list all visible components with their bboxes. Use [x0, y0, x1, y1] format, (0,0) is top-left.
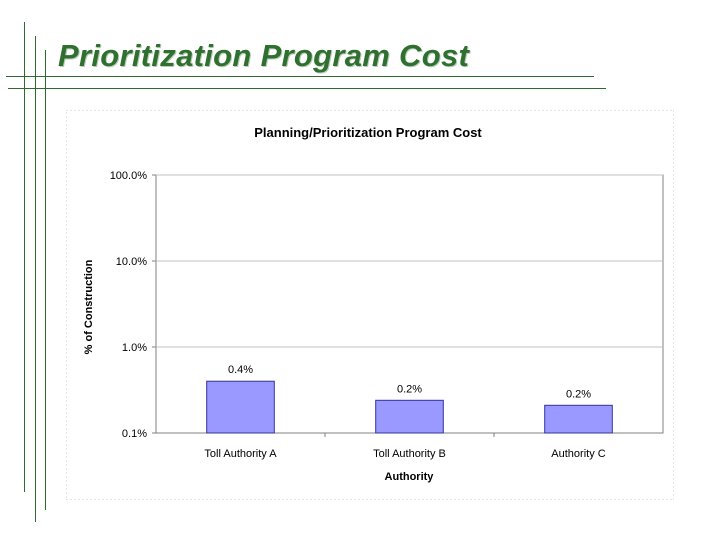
x-tick-label: Authority C — [551, 448, 605, 460]
data-label: 0.2% — [566, 388, 591, 400]
bar — [206, 380, 275, 434]
frame-vertical-line-right — [35, 36, 36, 522]
y-tick-label: 10.0% — [116, 256, 147, 268]
bar — [544, 404, 613, 434]
y-tick-label: 1.0% — [122, 342, 147, 354]
y-axis-label: % of Construction — [83, 259, 95, 354]
frame-horizontal-line-top — [6, 76, 594, 77]
bar-chart: Planning/Prioritization Program Cost % o… — [66, 110, 674, 500]
frame-vertical-line-short — [45, 50, 46, 510]
x-tick-label: Toll Authority B — [373, 448, 446, 460]
frame-vertical-line-left — [24, 22, 25, 492]
frame-horizontal-line-bottom — [8, 88, 606, 89]
x-tick-label: Toll Authority A — [204, 448, 277, 460]
chart-title: Planning/Prioritization Program Cost — [254, 125, 482, 140]
bar — [375, 399, 444, 434]
slide-title: Prioritization Program Cost — [58, 38, 470, 73]
x-axis-label: Authority — [385, 471, 435, 483]
y-tick-label: 0.1% — [122, 428, 147, 440]
chart-container: Planning/Prioritization Program Cost % o… — [66, 110, 674, 500]
plot-layer: 0.1% 1.0% 10.0% 100.0% 0.4% Toll Authority A 0… — [110, 170, 664, 460]
y-tick-label: 100.0% — [110, 170, 148, 182]
data-label: 0.4% — [228, 364, 253, 376]
data-label: 0.2% — [397, 383, 422, 395]
